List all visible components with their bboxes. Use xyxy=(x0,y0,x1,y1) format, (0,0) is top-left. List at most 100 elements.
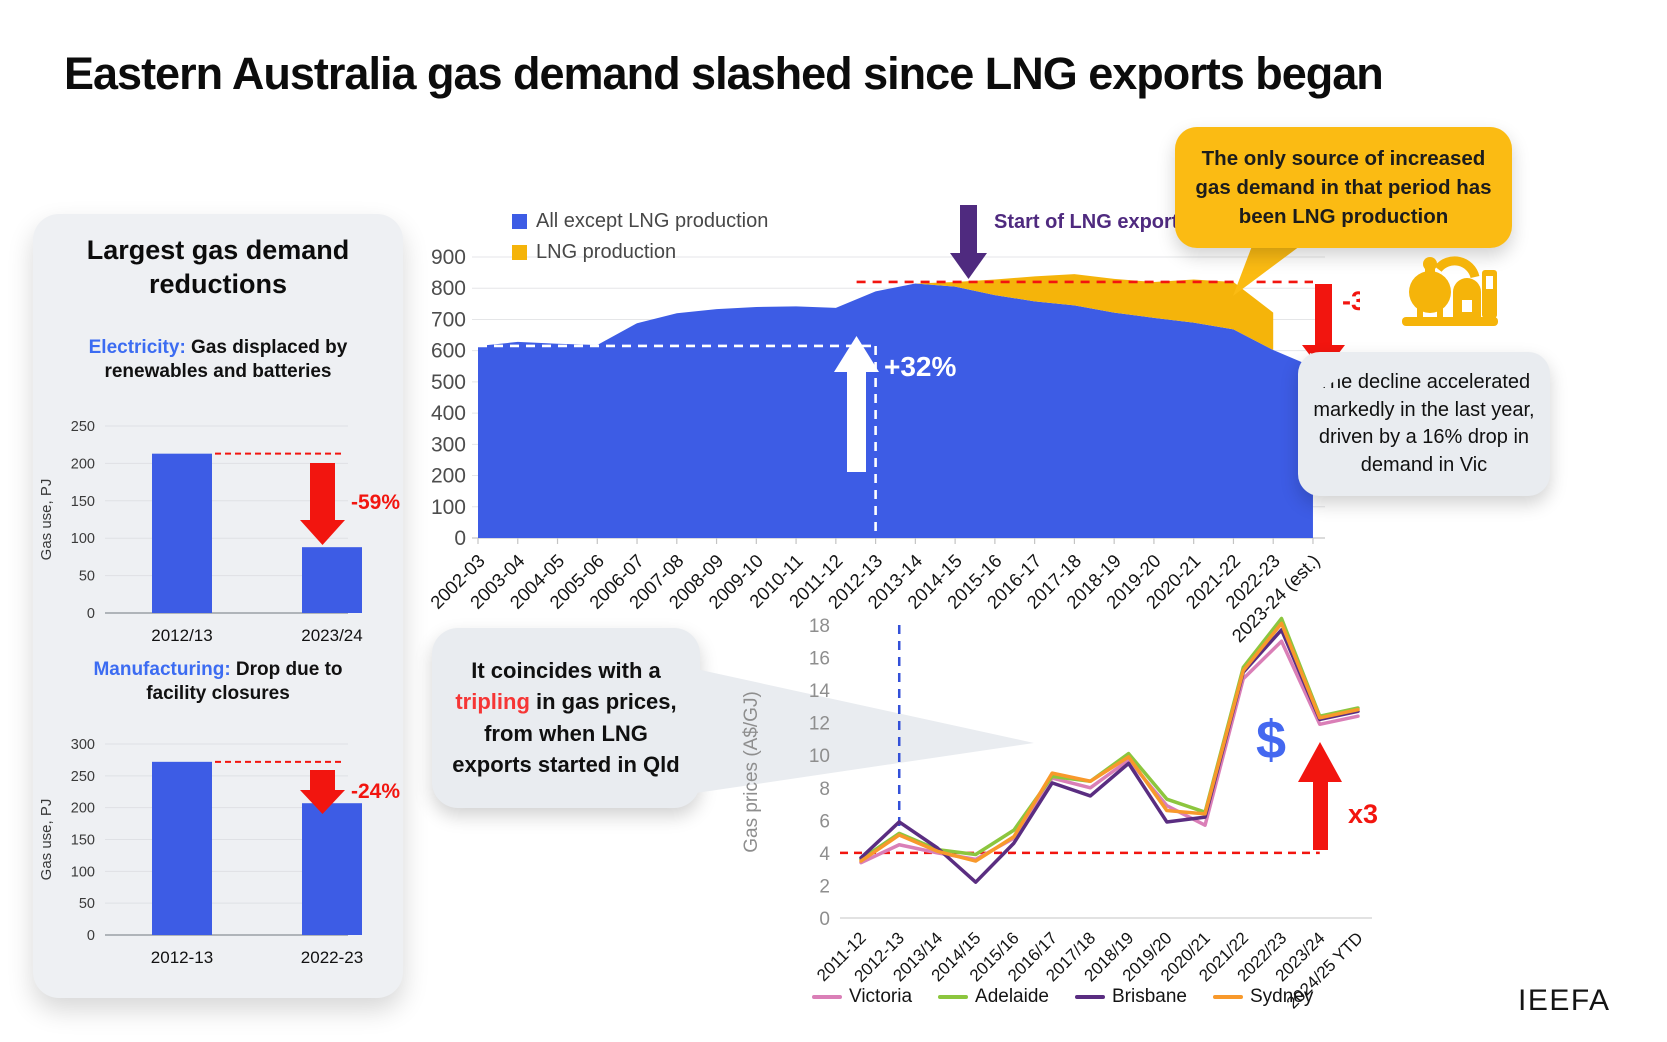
ieefa-logo: IEEFA xyxy=(1518,984,1611,1017)
price-legend-item-brisbane: Brisbane xyxy=(1074,986,1187,1008)
electricity-subtitle-rest: Gas displaced by renewables and batterie… xyxy=(104,337,348,382)
price-line-sydney xyxy=(859,621,1360,863)
manufacturing-subtitle: Manufacturing: Drop due to facility clos… xyxy=(63,658,373,706)
svg-text:0: 0 xyxy=(87,928,95,944)
panel-title: Largest gas demand reductions xyxy=(86,235,350,299)
adelaide-line-swatch xyxy=(938,995,969,999)
brisbane-line-swatch xyxy=(1074,995,1105,999)
rise-arrow xyxy=(847,372,866,472)
svg-text:16: 16 xyxy=(809,649,830,670)
svg-text:2: 2 xyxy=(819,876,830,897)
bar-2023/24 xyxy=(302,547,362,613)
svg-text:2022-23: 2022-23 xyxy=(301,948,363,967)
svg-text:150: 150 xyxy=(71,494,95,510)
lng-production-label: LNG production xyxy=(536,240,677,263)
svg-text:800: 800 xyxy=(431,277,466,300)
all-except-lng-label: All except LNG production xyxy=(536,209,769,232)
svg-text:0: 0 xyxy=(87,606,95,622)
svg-text:250: 250 xyxy=(71,419,95,435)
svg-text:-24%: -24% xyxy=(351,780,400,803)
svg-text:100: 100 xyxy=(71,864,95,880)
lng-callout-pointer xyxy=(1233,246,1300,296)
price-legend-item-victoria: Victoria xyxy=(812,986,912,1008)
svg-text:700: 700 xyxy=(431,308,466,331)
svg-text:18: 18 xyxy=(809,616,830,637)
bar-2012/13 xyxy=(152,453,212,613)
prices-callout-text-end: in gas prices, from when LNG exports sta… xyxy=(452,689,680,778)
adelaide-legend-label: Adelaide xyxy=(975,986,1049,1007)
svg-text:Gas prices (A$/GJ): Gas prices (A$/GJ) xyxy=(741,691,762,853)
svg-text:6: 6 xyxy=(819,811,830,832)
decline-callout: The decline accelerated markedly in the … xyxy=(1298,352,1550,497)
dollar-sign: $ xyxy=(1256,710,1286,770)
svg-text:500: 500 xyxy=(431,371,466,394)
x3-arrow xyxy=(1313,778,1328,850)
svg-text:200: 200 xyxy=(71,456,95,472)
svg-text:400: 400 xyxy=(431,402,466,425)
prices-callout: It coincides with a tripling in gas pric… xyxy=(432,628,700,808)
price-legend-item-sydney: Sydney xyxy=(1212,986,1314,1008)
svg-text:150: 150 xyxy=(71,833,95,849)
electricity-subtitle: Electricity: Gas displaced by renewables… xyxy=(63,336,373,384)
svg-text:0: 0 xyxy=(819,909,830,930)
manufacturing-bar: 0 50 100 150 200 250 300 2012-13 2022-23 -24% Gas … xyxy=(38,737,400,967)
svg-text:8: 8 xyxy=(819,779,830,800)
bar-2022-23 xyxy=(302,803,362,935)
svg-text:x3: x3 xyxy=(1348,799,1378,829)
svg-text:0: 0 xyxy=(454,527,466,550)
sydney-line-swatch xyxy=(1212,995,1243,999)
svg-text:50: 50 xyxy=(79,569,95,585)
svg-text:14: 14 xyxy=(809,681,831,702)
svg-text:-32%: -32% xyxy=(1342,286,1360,316)
demand-area-chart: 01002003004005006007008009002002-032003-… xyxy=(426,205,1360,646)
svg-text:2012-13: 2012-13 xyxy=(151,948,213,967)
lng-plant-icon xyxy=(1402,256,1498,326)
victoria-line-swatch xyxy=(812,995,842,999)
svg-text:300: 300 xyxy=(71,737,95,753)
svg-text:+32%: +32% xyxy=(884,351,956,382)
decline-callout-pointer xyxy=(1302,353,1354,400)
svg-text:900: 900 xyxy=(431,246,466,269)
svg-text:12: 12 xyxy=(809,714,830,735)
prices-callout-text: It coincides with a xyxy=(471,658,661,683)
reduction-bar-charts: 0 50 100 150 200 250 2012/13 2023/24 -59% Gas use… xyxy=(38,419,400,967)
svg-text:4: 4 xyxy=(819,844,830,865)
svg-text:250: 250 xyxy=(71,769,95,785)
svg-text:600: 600 xyxy=(431,340,466,363)
victoria-legend-label: Victoria xyxy=(849,986,913,1007)
page-title: Eastern Australia gas demand slashed sin… xyxy=(64,48,1384,99)
manufacturing-subtitle-keyword: Manufacturing: xyxy=(93,659,231,680)
svg-text:Gas use, PJ: Gas use, PJ xyxy=(38,479,55,561)
svg-text:50: 50 xyxy=(79,896,95,912)
electricity-bar: 0 50 100 150 200 250 2012/13 2023/24 -59% Gas use… xyxy=(38,419,400,645)
bar-2012-13 xyxy=(152,761,212,935)
lng-start-arrow xyxy=(960,205,977,253)
lng-callout: The only source of increased gas demand … xyxy=(1175,127,1512,249)
lng-production-swatch xyxy=(512,244,527,260)
svg-text:200: 200 xyxy=(431,465,466,488)
svg-text:100: 100 xyxy=(431,496,466,519)
legend-item-all-except-lng: All except LNG production xyxy=(512,210,768,232)
area-chart-legend: All except LNG production LNG production xyxy=(512,210,768,263)
svg-text:-59%: -59% xyxy=(351,491,400,514)
svg-text:100: 100 xyxy=(71,531,95,547)
prices-callout-highlight: tripling xyxy=(455,689,530,715)
legend-item-lng-production: LNG production xyxy=(512,241,768,263)
sydney-legend-label: Sydney xyxy=(1249,986,1314,1007)
svg-text:10: 10 xyxy=(809,746,830,767)
svg-text:300: 300 xyxy=(431,433,466,456)
svg-text:2023/24: 2023/24 xyxy=(301,626,362,645)
svg-text:Gas use, PJ: Gas use, PJ xyxy=(38,799,55,881)
manufacturing-subtitle-rest: Drop due to facility closures xyxy=(146,659,343,704)
reductions-panel: Largest gas demand reductions Electricit… xyxy=(33,214,403,998)
electricity-subtitle-keyword: Electricity: xyxy=(88,337,186,358)
svg-text:200: 200 xyxy=(71,801,95,817)
prices-callout-pointer xyxy=(696,669,1034,793)
svg-text:2012/13: 2012/13 xyxy=(151,626,212,645)
price-legend-item-adelaide: Adelaide xyxy=(938,986,1049,1008)
price-chart-legend: Victoria Adelaide Brisbane Sydney xyxy=(812,986,1313,1008)
fall-arrow xyxy=(1315,284,1332,345)
all-except-lng-swatch xyxy=(512,213,527,229)
